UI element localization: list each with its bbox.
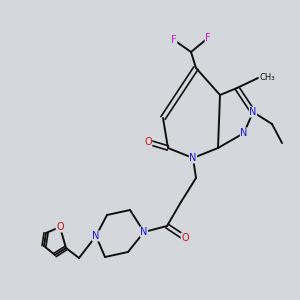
Text: O: O xyxy=(181,233,189,243)
Text: N: N xyxy=(249,107,257,117)
Text: N: N xyxy=(140,227,148,237)
Text: O: O xyxy=(144,137,152,147)
Text: CH₃: CH₃ xyxy=(260,74,275,82)
Text: F: F xyxy=(171,35,177,45)
Text: N: N xyxy=(189,153,197,163)
Text: F: F xyxy=(205,33,211,43)
Text: N: N xyxy=(240,128,248,138)
Text: O: O xyxy=(56,222,64,232)
Text: N: N xyxy=(92,231,100,241)
